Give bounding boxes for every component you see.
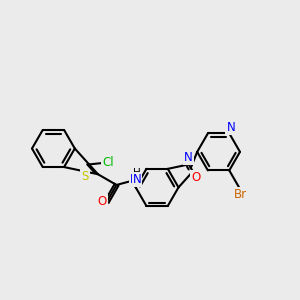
Text: H: H xyxy=(133,168,141,178)
Text: N: N xyxy=(226,121,235,134)
Text: N: N xyxy=(133,173,141,186)
Text: Br: Br xyxy=(233,188,247,201)
Text: N: N xyxy=(130,173,139,186)
Text: Cl: Cl xyxy=(102,156,114,169)
Text: O: O xyxy=(98,195,107,208)
Text: N: N xyxy=(184,152,193,164)
Text: S: S xyxy=(81,170,89,183)
Text: O: O xyxy=(191,171,200,184)
Text: H: H xyxy=(133,169,141,179)
